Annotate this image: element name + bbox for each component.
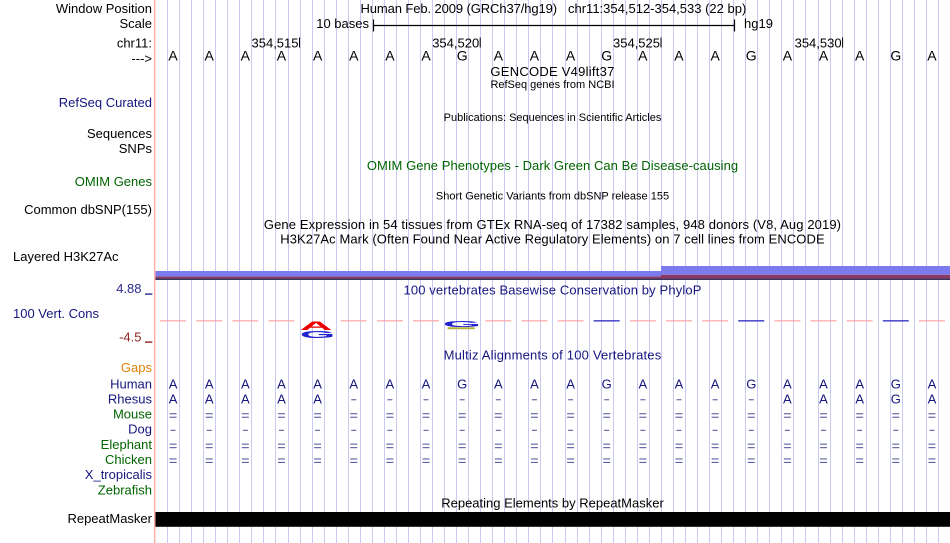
svg-text:Rhesus: Rhesus	[108, 391, 153, 406]
svg-text:Zebrafish: Zebrafish	[98, 482, 152, 497]
svg-text:A: A	[494, 376, 503, 391]
svg-text:A: A	[675, 376, 684, 391]
svg-text:A: A	[928, 391, 937, 406]
svg-text:G: G	[891, 391, 901, 406]
svg-text:H3K27Ac Mark (Often Found Near: H3K27Ac Mark (Often Found Near Active Re…	[280, 232, 825, 247]
svg-text:chr11:354,512-354,533 (22 bp): chr11:354,512-354,533 (22 bp)	[568, 1, 746, 16]
svg-text:A: A	[674, 48, 684, 64]
svg-text:OMIM Genes: OMIM Genes	[75, 174, 153, 189]
svg-text:10 bases: 10 bases	[316, 16, 369, 31]
svg-text:OMIM Gene Phenotypes - Dark Gr: OMIM Gene Phenotypes - Dark Green Can Be…	[367, 158, 738, 173]
svg-text:Common dbSNP(155): Common dbSNP(155)	[24, 202, 152, 217]
svg-text:354,525: 354,525	[613, 36, 660, 51]
svg-text:A: A	[783, 48, 793, 64]
svg-text:A: A	[855, 391, 864, 406]
svg-text:A: A	[819, 48, 829, 64]
svg-text:A: A	[277, 376, 286, 391]
svg-text:A: A	[313, 391, 322, 406]
svg-text:A: A	[313, 48, 323, 64]
svg-text:G: G	[601, 48, 612, 64]
svg-text:Mouse: Mouse	[113, 407, 152, 422]
svg-text:A: A	[638, 48, 648, 64]
svg-text:G: G	[746, 376, 756, 391]
svg-text:Publications: Sequences in Sci: Publications: Sequences in Scientific Ar…	[444, 112, 662, 124]
svg-text:Gene Expression in 54 tissues: Gene Expression in 54 tissues from GTEx …	[264, 217, 841, 232]
svg-text:A: A	[855, 376, 864, 391]
svg-text:RefSeq Curated: RefSeq Curated	[59, 95, 152, 110]
svg-text:A: A	[300, 320, 333, 333]
svg-text:G: G	[890, 48, 901, 64]
svg-text:Scale: Scale	[119, 16, 152, 31]
svg-text:A: A	[819, 391, 828, 406]
svg-text:G: G	[443, 320, 481, 329]
svg-text:A: A	[205, 48, 215, 64]
svg-text:Short Genetic Variants from db: Short Genetic Variants from dbSNP releas…	[436, 191, 669, 203]
svg-text:RepeatMasker: RepeatMasker	[67, 511, 152, 526]
svg-text:SNPs: SNPs	[119, 141, 153, 156]
svg-text:Multiz Alignments of 100 Verte: Multiz Alignments of 100 Vertebrates	[444, 348, 662, 363]
svg-text:A: A	[168, 48, 178, 64]
svg-text:A: A	[928, 376, 937, 391]
svg-text:A: A	[855, 48, 865, 64]
svg-text:4.88: 4.88	[116, 281, 141, 296]
svg-text:354,530: 354,530	[795, 36, 842, 51]
svg-text:Elephant: Elephant	[101, 437, 153, 452]
svg-text:A: A	[530, 48, 540, 64]
svg-text:A: A	[385, 48, 395, 64]
svg-text:Human: Human	[110, 376, 152, 391]
svg-text:Dog: Dog	[128, 422, 152, 437]
svg-text:X_tropicalis: X_tropicalis	[85, 467, 153, 482]
svg-text:A: A	[566, 48, 576, 64]
svg-text:A: A	[349, 48, 359, 64]
svg-text:A: A	[421, 48, 431, 64]
svg-text:A: A	[241, 48, 251, 64]
svg-text:A: A	[783, 391, 792, 406]
svg-text:A: A	[277, 48, 287, 64]
svg-text:G: G	[891, 376, 901, 391]
svg-text:-4.5: -4.5	[119, 330, 141, 345]
svg-text:Layered H3K27Ac: Layered H3K27Ac	[13, 249, 119, 264]
svg-text:A: A	[241, 391, 250, 406]
svg-text:A: A	[710, 48, 720, 64]
svg-text:A: A	[241, 376, 250, 391]
svg-text:A: A	[277, 391, 286, 406]
svg-text:G: G	[457, 376, 467, 391]
svg-text:354,515: 354,515	[252, 36, 299, 51]
svg-text:Repeating Elements by RepeatMa: Repeating Elements by RepeatMasker	[441, 496, 664, 511]
svg-text:GENCODE V49lift37: GENCODE V49lift37	[490, 64, 614, 79]
svg-text:A: A	[819, 376, 828, 391]
svg-text:100 vertebrates Basewise Conse: 100 vertebrates Basewise Conservation by…	[403, 283, 701, 298]
svg-text:A: A	[205, 391, 214, 406]
svg-text:100 Vert. Cons: 100 Vert. Cons	[13, 306, 99, 321]
svg-text:A: A	[313, 376, 322, 391]
svg-text:--->: --->	[131, 51, 152, 66]
svg-text:Window Position: Window Position	[56, 1, 152, 16]
svg-text:A: A	[169, 376, 178, 391]
svg-text:G: G	[457, 48, 468, 64]
svg-text:hg19: hg19	[744, 16, 773, 31]
svg-text:A: A	[386, 376, 395, 391]
svg-text:Gaps: Gaps	[121, 360, 153, 375]
svg-text:A: A	[205, 376, 214, 391]
svg-text:RefSeq genes from NCBI: RefSeq genes from NCBI	[490, 79, 614, 91]
svg-text:A: A	[422, 376, 431, 391]
svg-text:Chicken: Chicken	[105, 452, 152, 467]
svg-text:A: A	[494, 48, 504, 64]
svg-text:A: A	[639, 376, 648, 391]
svg-text:G: G	[602, 376, 612, 391]
svg-text:A: A	[566, 376, 575, 391]
svg-text:354,520: 354,520	[432, 36, 479, 51]
svg-text:A: A	[927, 48, 937, 64]
svg-text:Human Feb. 2009 (GRCh37/hg19): Human Feb. 2009 (GRCh37/hg19)	[360, 1, 557, 16]
svg-text:G: G	[300, 329, 335, 341]
svg-text:A: A	[711, 376, 720, 391]
svg-text:Sequences: Sequences	[87, 126, 153, 141]
svg-text:A: A	[783, 376, 792, 391]
svg-text:chr11:: chr11:	[117, 36, 152, 51]
svg-text:A: A	[530, 376, 539, 391]
svg-text:A: A	[169, 391, 178, 406]
svg-text:G: G	[746, 48, 757, 64]
svg-text:A: A	[349, 376, 358, 391]
